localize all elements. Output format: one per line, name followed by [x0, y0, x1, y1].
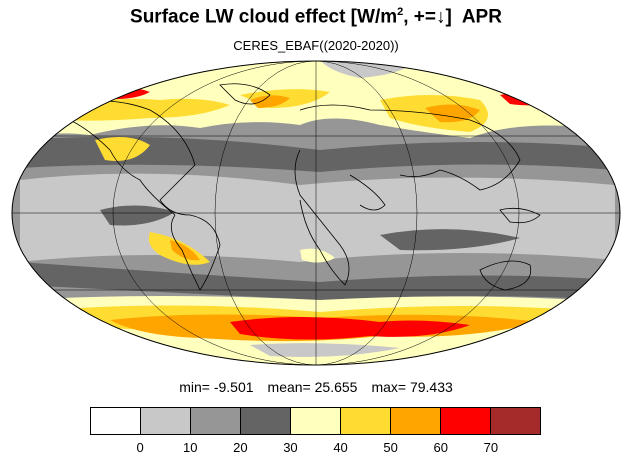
title-tail: , +=↓] [403, 6, 452, 28]
colorbar-box [341, 408, 391, 434]
mean-value: 25.655 [314, 379, 358, 395]
mean-label: mean= [267, 379, 311, 395]
map-title: Surface LW cloud effect [W/m2, +=↓] APR [0, 6, 632, 28]
colorbar-tick-label: 0 [136, 440, 144, 455]
globe-outline [11, 60, 621, 366]
colorbar-tick-label: 70 [483, 440, 499, 455]
colorbar-tick-label: 50 [383, 440, 398, 455]
max-value: 79.433 [409, 379, 453, 395]
graticule [12, 61, 620, 365]
colorbar-box [141, 408, 191, 434]
coastlines [69, 83, 541, 291]
colorbar-tick-label: 60 [433, 440, 448, 455]
colorbar-tick-label: 10 [182, 440, 198, 455]
colorbar-tick-label: 30 [283, 440, 298, 455]
colorbar-box [441, 408, 491, 434]
colorbar-box [391, 408, 441, 434]
max-label: max= [371, 379, 407, 395]
statistics-line: min= -9.501 mean= 25.655 max= 79.433 [0, 379, 632, 395]
title-month: APR [461, 6, 502, 28]
colorbar-box [191, 408, 241, 434]
colorbar-box [291, 408, 341, 434]
map-field [12, 61, 620, 365]
colorbar-box [91, 408, 141, 434]
min-label: min= [179, 379, 210, 395]
colorbar-tick-label: 40 [333, 440, 348, 455]
colorbar [90, 407, 541, 435]
map-subtitle: CERES_EBAF((2020-2020)) [233, 38, 399, 53]
colorbar-box [241, 408, 291, 434]
min-value: -9.501 [213, 379, 254, 395]
title-sup: 2 [397, 6, 404, 18]
title-main: Surface LW cloud effect [W/m [130, 6, 398, 28]
colorbar-tick-label: 20 [233, 440, 248, 455]
colorbar-box [491, 408, 540, 434]
